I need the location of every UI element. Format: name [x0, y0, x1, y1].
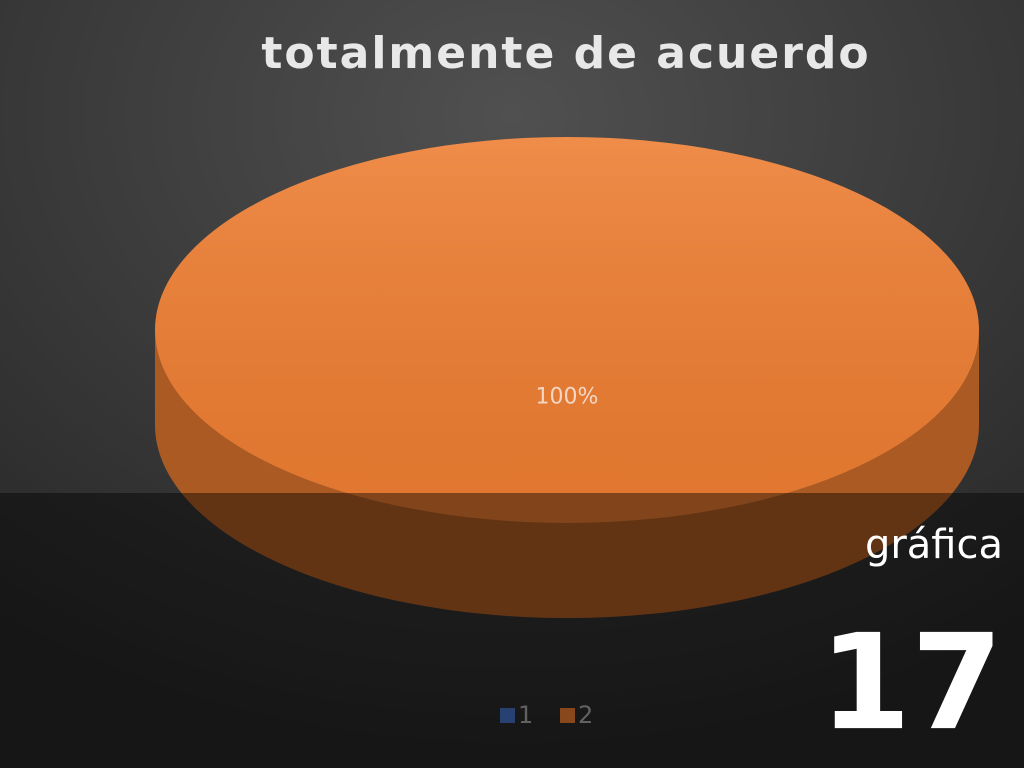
slide-number: 17: [819, 606, 1003, 760]
legend-swatch: [500, 708, 515, 723]
data-label: 100%: [536, 385, 599, 410]
pie: 100%: [155, 137, 979, 618]
legend-swatch: [560, 708, 575, 723]
slide-caption: gráfica: [865, 522, 1003, 568]
pie-slice-side: [155, 330, 979, 618]
caption-band: [0, 493, 1024, 768]
legend-label: 1: [518, 701, 533, 729]
pie-highlight: [155, 137, 979, 523]
chart-title: totalmente de acuerdo: [261, 28, 870, 79]
legend-label: 2: [578, 701, 593, 729]
